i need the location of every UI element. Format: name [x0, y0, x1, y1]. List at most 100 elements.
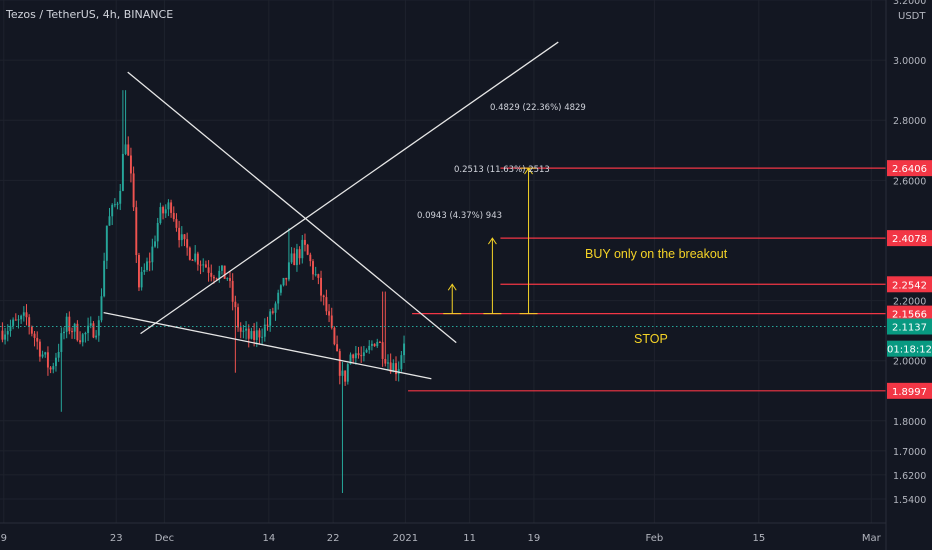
candle-body — [154, 241, 156, 247]
candle-body — [148, 261, 151, 263]
candle-body — [103, 260, 106, 297]
measure-label-1: 0.0943 (4.37%) 943 — [417, 211, 502, 221]
candle-body — [46, 352, 49, 368]
candle-body — [204, 264, 207, 268]
candle-body — [196, 253, 199, 265]
candle-body — [116, 203, 119, 205]
candle-body — [223, 265, 226, 279]
candle-body — [121, 153, 124, 191]
candle-body — [108, 216, 111, 226]
candle-body — [304, 239, 306, 245]
candle-body — [212, 276, 215, 279]
candle-body — [135, 207, 138, 256]
candle-body — [378, 341, 381, 343]
candle-body — [309, 254, 312, 262]
candle-body — [381, 342, 384, 359]
price-tag-label: 2.2542 — [892, 280, 927, 291]
trendline[interactable] — [140, 41, 559, 335]
candle-body — [245, 328, 248, 331]
candle-body — [346, 364, 349, 382]
candle-body — [4, 334, 7, 340]
trendline[interactable] — [127, 71, 457, 344]
candle-body — [36, 337, 39, 342]
candle-body — [175, 219, 178, 228]
price-tag — [887, 230, 932, 247]
candle-body — [344, 370, 347, 382]
x-tick-label: 11 — [463, 533, 476, 544]
candle-body — [274, 303, 277, 313]
candle-body — [127, 144, 130, 156]
price-axis[interactable]: USDT 1.5400 1.6200 1.7000 1.8000 2.0000 2.200… — [885, 0, 926, 550]
x-tick-label: Mar — [862, 533, 882, 544]
x-tick-label: Dec — [155, 533, 174, 544]
candle-body — [186, 239, 189, 248]
candle-body — [395, 363, 397, 375]
candle-body — [282, 277, 285, 286]
candle-body — [71, 331, 73, 333]
candle-body — [338, 351, 341, 376]
candle-body — [320, 277, 323, 296]
stop-annotation: STOP — [634, 332, 668, 346]
candle-body — [387, 362, 389, 364]
candle-body — [400, 355, 403, 370]
candle-body — [180, 234, 183, 241]
candle-body — [242, 330, 245, 332]
candle-body — [164, 209, 167, 214]
x-tick-label: Feb — [646, 533, 664, 544]
candle-body — [22, 312, 25, 316]
y-tick-label: 1.5400 — [893, 495, 926, 506]
candle-body — [129, 155, 132, 174]
candle-body — [156, 222, 159, 242]
candle-body — [49, 367, 52, 370]
price-tag-label: 2.6406 — [892, 164, 927, 175]
candle-body — [113, 204, 116, 206]
candlesticks — [1, 90, 406, 493]
candle-body — [389, 362, 392, 373]
y-tick-label: 3.0000 — [893, 56, 926, 67]
y-tick-label: 3.2000 — [893, 0, 926, 7]
candle-body — [229, 278, 231, 281]
candle-body — [151, 246, 154, 263]
candle-body — [349, 354, 352, 365]
candle-body — [362, 352, 365, 356]
price-tag — [887, 305, 932, 322]
candle-body — [365, 349, 368, 353]
y-tick-label: 1.8000 — [893, 417, 926, 428]
x-tick-label: 22 — [327, 533, 340, 544]
candle-body — [146, 261, 148, 270]
y-tick-label: 2.6000 — [893, 176, 926, 187]
candle-body — [295, 249, 298, 266]
candle-body — [44, 352, 47, 355]
candle-body — [81, 334, 84, 343]
candle-body — [178, 227, 181, 241]
candle-body — [392, 363, 395, 373]
candle-body — [293, 253, 296, 266]
x-tick-label: 9 — [1, 533, 7, 544]
annotations: 0.0943 (4.37%) 943 0.2513 (11.63%) 2513 … — [417, 103, 728, 346]
candle-body — [20, 315, 23, 320]
candle-body — [60, 333, 63, 352]
candle-body — [368, 345, 371, 350]
measure-label-2: 0.2513 (11.63%) 2513 — [454, 165, 550, 175]
currency-label: USDT — [898, 11, 926, 22]
trendline[interactable] — [103, 311, 432, 380]
candle-body — [138, 255, 140, 288]
candle-body — [247, 328, 250, 339]
candle-body — [84, 332, 87, 335]
candle-body — [312, 261, 314, 275]
candle-body — [330, 315, 333, 328]
time-axis[interactable]: 9 23 Dec 14 22 2021 11 19 Feb 15 Mar — [0, 522, 886, 544]
candle-body — [9, 325, 12, 332]
y-tick-label: 2.8000 — [893, 116, 926, 127]
candle-body — [65, 316, 68, 332]
candle-body — [301, 239, 304, 259]
candle-body — [54, 357, 57, 367]
candle-body — [194, 253, 197, 261]
candle-body — [370, 343, 373, 346]
candle-body — [239, 327, 242, 332]
price-tag-label: 1.8997 — [892, 387, 927, 398]
candle-body — [384, 358, 387, 364]
candle-body — [250, 331, 253, 339]
